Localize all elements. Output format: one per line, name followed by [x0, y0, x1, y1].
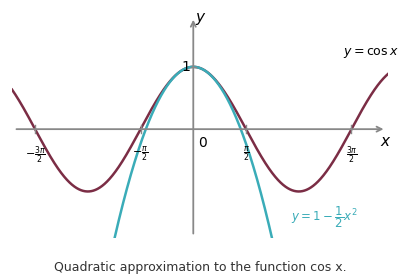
Text: $y$: $y$: [195, 11, 206, 27]
Text: $\frac{3\pi}{2}$: $\frac{3\pi}{2}$: [346, 144, 357, 166]
Text: $x$: $x$: [380, 134, 391, 149]
Text: $-\frac{3\pi}{2}$: $-\frac{3\pi}{2}$: [24, 144, 46, 166]
Text: 0: 0: [198, 136, 207, 150]
Text: 1: 1: [182, 60, 190, 74]
Text: Quadratic approximation to the function cos x.: Quadratic approximation to the function …: [54, 261, 346, 274]
Text: $y = \cos x$: $y = \cos x$: [343, 46, 398, 60]
Text: $-\frac{\pi}{2}$: $-\frac{\pi}{2}$: [132, 144, 149, 163]
Text: $\frac{\pi}{2}$: $\frac{\pi}{2}$: [242, 144, 250, 163]
Text: $y = 1 - \dfrac{1}{2}x^2$: $y = 1 - \dfrac{1}{2}x^2$: [291, 205, 357, 230]
